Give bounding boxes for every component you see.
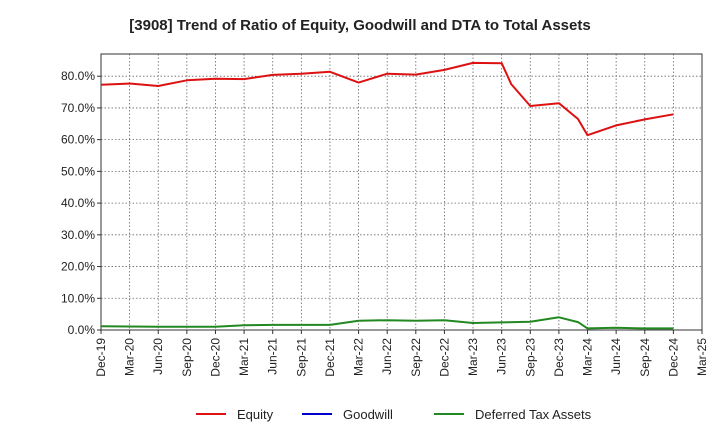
- x-tick-label: Sep-21: [294, 338, 308, 377]
- chart-title: [3908] Trend of Ratio of Equity, Goodwil…: [129, 17, 590, 34]
- x-tick-label: Jun-22: [380, 338, 394, 375]
- y-tick-label: 30.0%: [61, 228, 95, 242]
- legend: Equity Goodwill Deferred Tax Assets: [196, 407, 592, 422]
- x-tick-label: Sep-23: [523, 338, 537, 377]
- y-tick-label: 80.0%: [61, 69, 95, 83]
- x-tick-label: Mar-25: [695, 338, 709, 376]
- x-tick-label: Sep-24: [638, 338, 652, 377]
- x-tick-label: Dec-24: [666, 338, 680, 377]
- y-tick-label: 20.0%: [61, 260, 95, 274]
- deferred-tax-assets-line: [100, 316, 674, 330]
- grid: [100, 54, 703, 331]
- legend-label: Goodwill: [343, 407, 393, 422]
- x-tick-label: Sep-20: [180, 338, 194, 377]
- x-tick-label: Jun-23: [495, 338, 509, 375]
- y-tick-label: 0.0%: [68, 323, 96, 337]
- legend-label: Equity: [237, 407, 274, 422]
- legend-label: Deferred Tax Assets: [475, 407, 592, 422]
- x-tick-label: Mar-21: [237, 338, 251, 376]
- y-tick-label: 10.0%: [61, 291, 95, 305]
- x-tick-label: Dec-20: [208, 338, 222, 377]
- series-layer: [100, 61, 674, 330]
- axes: 0.0% 10.0% 20.0% 30.0% 40.0% 50.0% 60.0% 70.0% 8…: [61, 53, 709, 377]
- x-tick-label: Dec-22: [437, 338, 451, 377]
- x-tick-label: Mar-23: [466, 338, 480, 376]
- y-tick-label: 60.0%: [61, 133, 95, 147]
- y-tick-label: 50.0%: [61, 164, 95, 178]
- equity-line: [100, 61, 674, 137]
- x-tick-label: Sep-22: [409, 338, 423, 377]
- x-tick-label: Dec-21: [323, 338, 337, 377]
- x-tick-label: Jun-21: [266, 338, 280, 375]
- y-tick-label: 40.0%: [61, 196, 95, 210]
- x-tick-label: Jun-20: [151, 338, 165, 375]
- x-tick-label: Dec-19: [94, 338, 108, 377]
- x-tick-label: Jun-24: [609, 338, 623, 375]
- y-tick-label: 70.0%: [61, 101, 95, 115]
- x-tick-label: Mar-22: [352, 338, 366, 376]
- x-tick-label: Mar-24: [581, 338, 595, 376]
- x-tick-label: Mar-20: [123, 338, 137, 376]
- plot-frame: [100, 53, 703, 331]
- x-tick-label: Dec-23: [552, 338, 566, 377]
